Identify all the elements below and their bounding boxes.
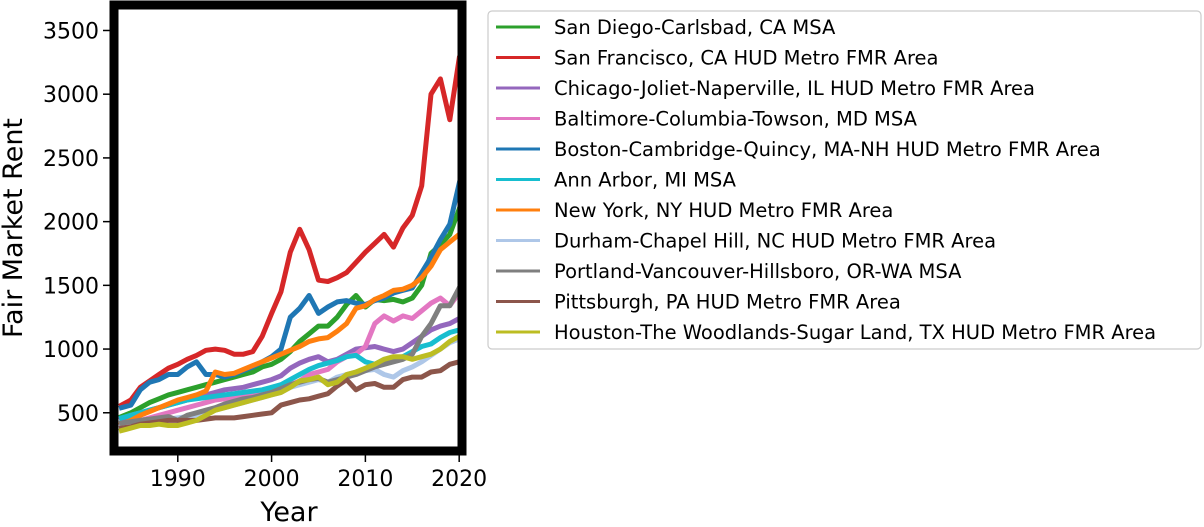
plot-frame <box>109 0 467 456</box>
legend-label: New York, NY HUD Metro FMR Area <box>554 199 893 222</box>
series-line-san-francisco-ca-hud-metro-fmr-area <box>118 55 462 409</box>
legend-item-san-diego-carlsbad-ca-msa: San Diego-Carlsbad, CA MSA <box>496 16 836 39</box>
legend-item-chicago-joliet-naperville-il-hud-metro-fmr-area: Chicago-Joliet-Naperville, IL HUD Metro … <box>496 77 1035 100</box>
legend-label: Durham-Chapel Hill, NC HUD Metro FMR Are… <box>554 230 996 253</box>
legend-label: Baltimore-Columbia-Towson, MD MSA <box>554 108 918 131</box>
x-tick-label: 2020 <box>431 467 487 492</box>
series-line-new-york-ny-hud-metro-fmr-area <box>118 230 462 428</box>
legend-label: Portland-Vancouver-Hillsboro, OR-WA MSA <box>554 260 962 283</box>
legend-item-new-york-ny-hud-metro-fmr-area: New York, NY HUD Metro FMR Area <box>496 199 893 222</box>
legend-item-pittsburgh-pa-hud-metro-fmr-area: Pittsburgh, PA HUD Metro FMR Area <box>496 291 901 314</box>
legend-item-ann-arbor-mi-msa: Ann Arbor, MI MSA <box>496 169 737 192</box>
legend-label: Chicago-Joliet-Naperville, IL HUD Metro … <box>554 77 1035 100</box>
legend-label: Ann Arbor, MI MSA <box>554 169 737 192</box>
y-axis-label: Fair Market Rent <box>0 118 29 338</box>
x-tick-label: 2010 <box>337 467 393 492</box>
x-axis-label: Year <box>259 497 318 527</box>
y-tick-label: 3500 <box>43 19 99 44</box>
series-line-houston-the-woodlands-sugar-land-tx-hud-metro-fmr-area <box>118 332 462 434</box>
legend-item-baltimore-columbia-towson-md-msa: Baltimore-Columbia-Towson, MD MSA <box>496 108 918 131</box>
y-tick-label: 2000 <box>43 211 99 236</box>
legend-item-durham-chapel-hill-nc-hud-metro-fmr-area: Durham-Chapel Hill, NC HUD Metro FMR Are… <box>496 230 996 253</box>
series-line-pittsburgh-pa-hud-metro-fmr-area <box>118 358 462 431</box>
legend-item-san-francisco-ca-hud-metro-fmr-area: San Francisco, CA HUD Metro FMR Area <box>496 47 939 70</box>
series-lines <box>118 55 462 434</box>
legend-item-portland-vancouver-hillsboro-or-wa-msa: Portland-Vancouver-Hillsboro, OR-WA MSA <box>496 260 962 283</box>
legend-item-boston-cambridge-quincy-ma-nh-hud-metro-fmr-area: Boston-Cambridge-Quincy, MA-NH HUD Metro… <box>496 138 1101 161</box>
legend-label: San Francisco, CA HUD Metro FMR Area <box>554 47 939 70</box>
y-tick-label: 1000 <box>43 338 99 363</box>
legend-frame <box>487 10 1202 350</box>
legend: San Diego-Carlsbad, CA MSA San Francisco,… <box>487 10 1202 350</box>
x-tick-label: 1990 <box>150 467 206 492</box>
legend-label: San Diego-Carlsbad, CA MSA <box>554 16 836 39</box>
legend-label: Pittsburgh, PA HUD Metro FMR Area <box>554 291 901 314</box>
y-tick-label: 500 <box>57 402 99 427</box>
legend-label: Houston-The Woodlands-Sugar Land, TX HUD… <box>554 321 1156 344</box>
x-tick-label: 2000 <box>244 467 300 492</box>
y-tick-label: 1500 <box>43 274 99 299</box>
legend-label: Boston-Cambridge-Quincy, MA-NH HUD Metro… <box>554 138 1101 161</box>
axis-ticks: 1990 2000 2010 2020 500 1000 1500 2000 2500 3000 3… <box>43 19 487 492</box>
y-tick-label: 2500 <box>43 147 99 172</box>
y-tick-label: 3000 <box>43 83 99 108</box>
legend-item-houston-the-woodlands-sugar-land-tx-hud-metro-fmr-area: Houston-The Woodlands-Sugar Land, TX HUD… <box>496 321 1156 344</box>
